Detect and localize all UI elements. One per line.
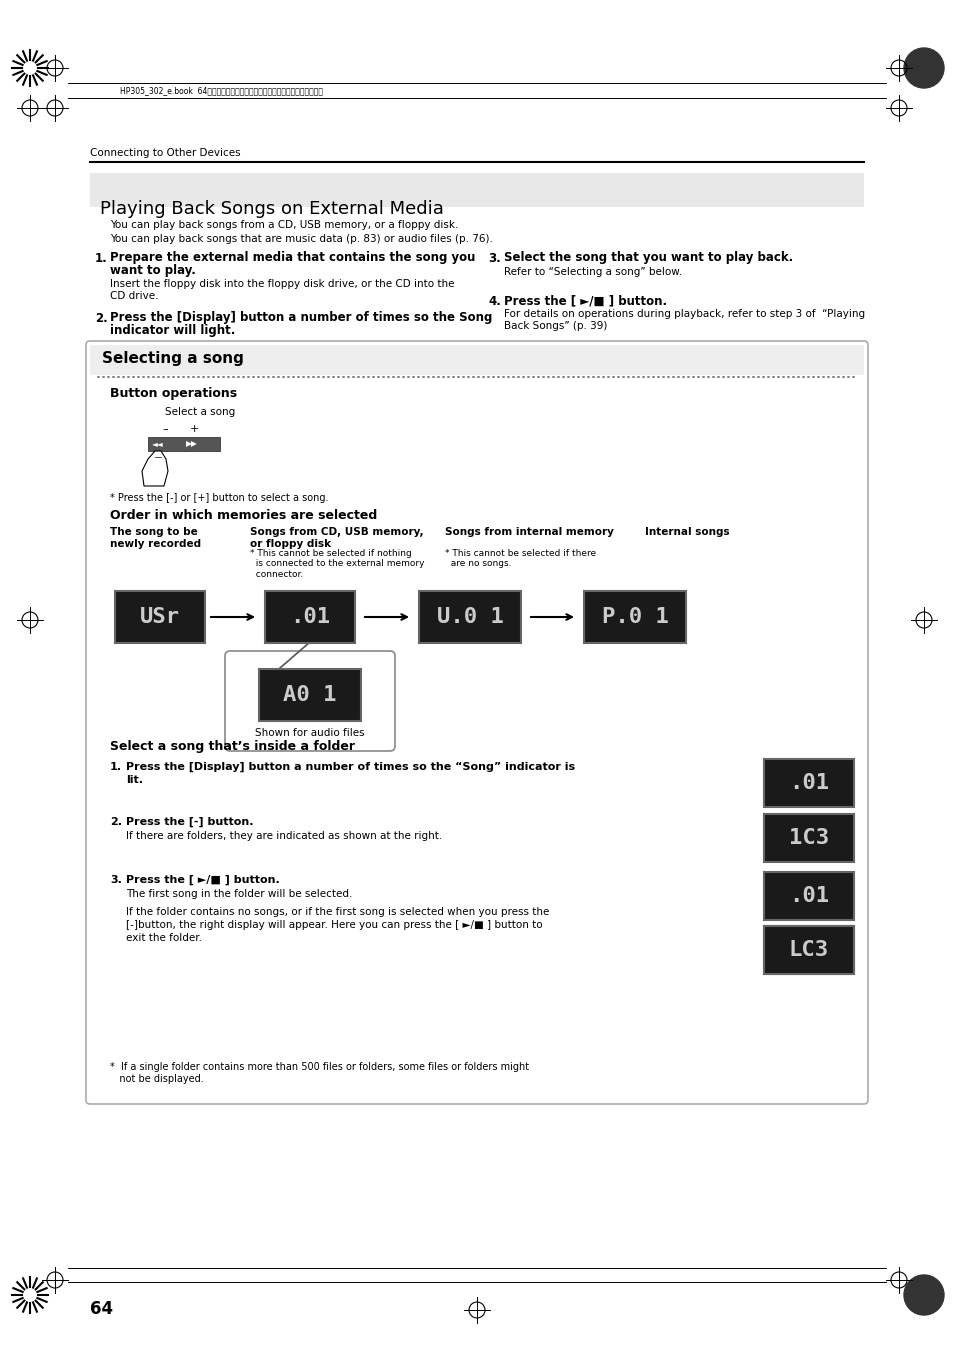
FancyBboxPatch shape (86, 340, 867, 1104)
Text: Refer to “Selecting a song” below.: Refer to “Selecting a song” below. (503, 267, 681, 277)
Text: The first song in the folder will be selected.: The first song in the folder will be sel… (126, 889, 352, 898)
Text: Insert the floppy disk into the floppy disk drive, or the CD into the: Insert the floppy disk into the floppy d… (110, 280, 454, 289)
Text: A0 1: A0 1 (283, 685, 336, 705)
Text: .01: .01 (788, 886, 828, 907)
Text: CD drive.: CD drive. (110, 290, 158, 301)
Text: Connecting to Other Devices: Connecting to Other Devices (90, 149, 240, 158)
Circle shape (22, 1288, 38, 1302)
Text: 2.: 2. (110, 817, 122, 827)
Circle shape (22, 59, 38, 76)
Text: Press the [ ►/■ ] button.: Press the [ ►/■ ] button. (503, 295, 666, 307)
Text: want to play.: want to play. (110, 263, 195, 277)
Text: 1C3: 1C3 (788, 828, 828, 848)
Text: If there are folders, they are indicated as shown at the right.: If there are folders, they are indicated… (126, 831, 442, 842)
Text: Songs from CD, USB memory,
or floppy disk: Songs from CD, USB memory, or floppy dis… (250, 527, 423, 549)
Text: [-]button, the right display will appear. Here you can press the [ ►/■ ] button : [-]button, the right display will appear… (126, 920, 542, 929)
FancyBboxPatch shape (90, 173, 863, 207)
Text: Selecting a song: Selecting a song (102, 351, 244, 366)
Text: 64: 64 (90, 1300, 113, 1319)
Text: –: – (162, 424, 168, 434)
Text: indicator will light.: indicator will light. (110, 324, 235, 336)
Text: Button operations: Button operations (110, 386, 237, 400)
Text: 4.: 4. (488, 295, 500, 308)
Text: 1.: 1. (110, 762, 122, 771)
Text: USr: USr (140, 607, 180, 627)
Text: .01: .01 (290, 607, 330, 627)
Text: HP305_302_e.book  64ページ　２０１０年１月５日　火曜日　午後１２時２分: HP305_302_e.book 64ページ ２０１０年１月５日 火曜日 午後１… (120, 86, 323, 96)
Text: Select a song that’s inside a folder: Select a song that’s inside a folder (110, 740, 355, 753)
Text: 䳃: 䳃 (801, 940, 815, 961)
Text: Press the [Display] button a number of times so the “Song” indicator is: Press the [Display] button a number of t… (126, 762, 575, 773)
FancyBboxPatch shape (258, 669, 360, 721)
Text: * This cannot be selected if there
  are no songs.: * This cannot be selected if there are n… (444, 549, 596, 569)
Text: Select a song: Select a song (165, 407, 235, 417)
Text: Prepare the external media that contains the song you: Prepare the external media that contains… (110, 251, 475, 263)
Text: Songs from internal memory: Songs from internal memory (444, 527, 613, 536)
Text: exit the folder.: exit the folder. (126, 934, 202, 943)
FancyBboxPatch shape (225, 651, 395, 751)
Text: You can play back songs that are music data (p. 83) or audio files (p. 76).: You can play back songs that are music d… (110, 234, 493, 245)
FancyBboxPatch shape (763, 925, 853, 974)
Text: Press the [ ►/■ ] button.: Press the [ ►/■ ] button. (126, 875, 279, 885)
Text: * Press the [-] or [+] button to select a song.: * Press the [-] or [+] button to select … (110, 493, 328, 503)
Text: 3.: 3. (488, 253, 500, 265)
Text: ◄◄: ◄◄ (152, 439, 164, 449)
Text: 1.: 1. (95, 253, 108, 265)
Text: ▶▶: ▶▶ (186, 439, 197, 449)
Text: * This cannot be selected if nothing
  is connected to the external memory
  con: * This cannot be selected if nothing is … (250, 549, 424, 578)
FancyBboxPatch shape (115, 590, 205, 643)
Text: 3.: 3. (110, 875, 122, 885)
Text: lit.: lit. (126, 775, 143, 785)
Text: For details on operations during playback, refer to step 3 of  “Playing
Back Son: For details on operations during playbac… (503, 309, 864, 331)
FancyBboxPatch shape (583, 590, 685, 643)
Text: If the folder contains no songs, or if the first song is selected when you press: If the folder contains no songs, or if t… (126, 907, 549, 917)
Text: Order in which memories are selected: Order in which memories are selected (110, 509, 376, 521)
Text: Shown for audio files: Shown for audio files (254, 728, 364, 738)
Text: The song to be
newly recorded: The song to be newly recorded (110, 527, 201, 549)
Text: *  If a single folder contains more than 500 files or folders, some files or fol: * If a single folder contains more than … (110, 1062, 529, 1084)
Text: LC3: LC3 (788, 940, 828, 961)
FancyBboxPatch shape (763, 925, 853, 974)
Text: Select the song that you want to play back.: Select the song that you want to play ba… (503, 251, 792, 263)
FancyBboxPatch shape (265, 590, 355, 643)
FancyBboxPatch shape (418, 590, 520, 643)
Text: Press the [-] button.: Press the [-] button. (126, 817, 253, 827)
Text: Playing Back Songs on External Media: Playing Back Songs on External Media (100, 200, 443, 218)
Circle shape (903, 49, 943, 88)
Text: Internal songs: Internal songs (644, 527, 729, 536)
Text: U.0 1: U.0 1 (436, 607, 503, 627)
Text: +: + (190, 424, 199, 434)
FancyBboxPatch shape (763, 759, 853, 807)
FancyBboxPatch shape (763, 871, 853, 920)
Text: Press the [Display] button a number of times so the Song: Press the [Display] button a number of t… (110, 311, 492, 324)
Circle shape (903, 1275, 943, 1315)
Text: 2.: 2. (95, 312, 108, 326)
FancyBboxPatch shape (763, 815, 853, 862)
FancyBboxPatch shape (90, 345, 863, 376)
FancyBboxPatch shape (148, 436, 220, 451)
Polygon shape (142, 451, 168, 486)
Text: P.0 1: P.0 1 (601, 607, 668, 627)
Text: .01: .01 (788, 773, 828, 793)
Text: You can play back songs from a CD, USB memory, or a floppy disk.: You can play back songs from a CD, USB m… (110, 220, 457, 230)
